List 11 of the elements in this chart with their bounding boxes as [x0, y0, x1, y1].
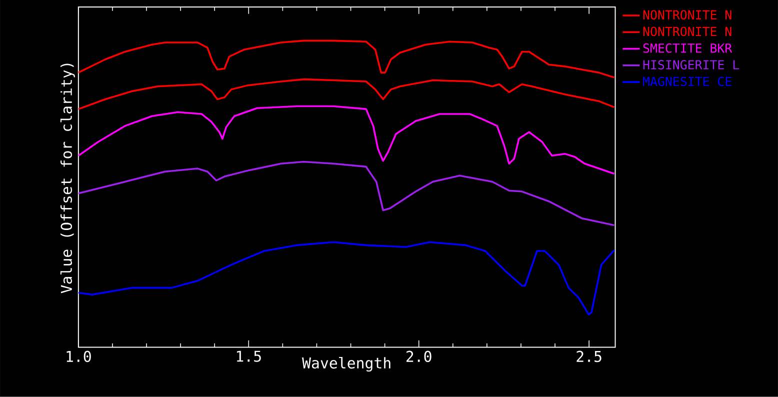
y-axis-title: Value (Offset for clarity) [60, 64, 75, 294]
x-axis-title: Wavelength [302, 357, 390, 372]
legend-label: NONTRONITE N [643, 10, 732, 20]
legend-label: MAGNESITE CE [643, 76, 732, 86]
legend-label: HISINGERITE L [643, 60, 740, 70]
legend-label: NONTRONITE N [643, 26, 732, 36]
x-tick-label: 1.0 [66, 350, 91, 362]
x-tick-label: 2.5 [576, 350, 602, 362]
x-tick-label: 1.5 [236, 350, 261, 362]
x-tick-label: 2.0 [406, 350, 432, 362]
legend-label: SMECTITE BKR [643, 43, 732, 53]
